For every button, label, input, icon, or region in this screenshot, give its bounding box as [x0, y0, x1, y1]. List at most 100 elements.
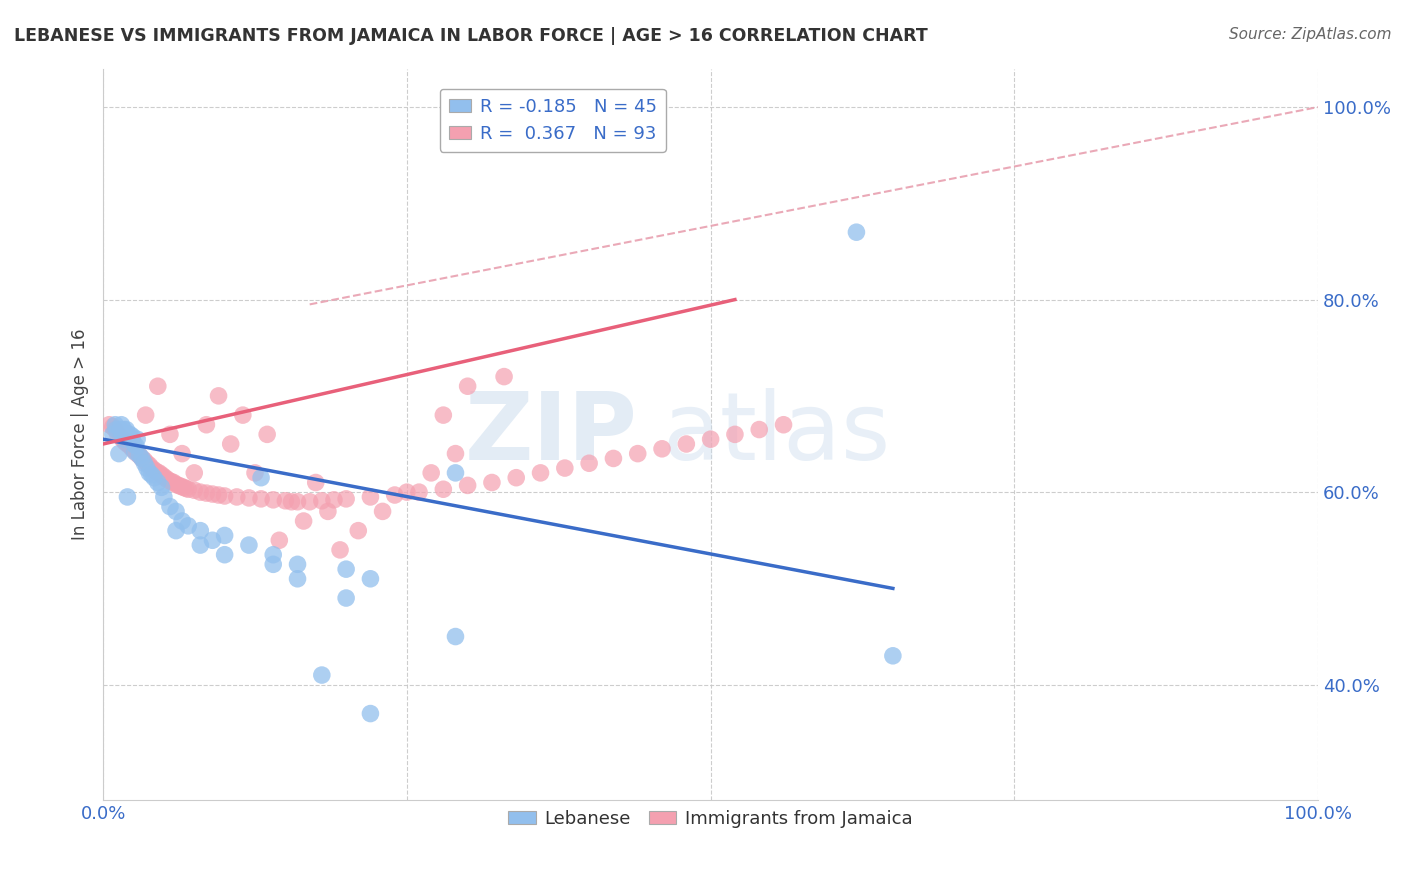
Point — [287, 558, 309, 572]
Point — [134, 456, 156, 470]
Point — [359, 706, 381, 721]
Point — [219, 437, 242, 451]
Point — [131, 451, 153, 466]
Legend: Lebanese, Immigrants from Jamaica: Lebanese, Immigrants from Jamaica — [502, 803, 920, 835]
Point — [311, 668, 333, 682]
Point — [162, 475, 184, 490]
Point — [150, 480, 173, 494]
Point — [111, 432, 134, 446]
Point — [214, 548, 236, 562]
Point — [159, 427, 181, 442]
Text: atlas: atlas — [662, 388, 890, 481]
Point — [316, 504, 339, 518]
Point — [105, 423, 128, 437]
Text: ZIP: ZIP — [465, 388, 638, 481]
Point — [135, 408, 157, 422]
Point — [117, 490, 139, 504]
Point — [335, 591, 357, 605]
Point — [724, 427, 747, 442]
Point — [138, 458, 160, 472]
Y-axis label: In Labor Force | Age > 16: In Labor Force | Age > 16 — [72, 328, 89, 541]
Point — [157, 474, 180, 488]
Point — [335, 491, 357, 506]
Point — [347, 524, 370, 538]
Point — [225, 490, 247, 504]
Point — [256, 427, 278, 442]
Point — [262, 548, 284, 562]
Point — [121, 429, 143, 443]
Point — [141, 461, 163, 475]
Point — [145, 465, 167, 479]
Point — [128, 449, 150, 463]
Point — [143, 463, 166, 477]
Point — [125, 439, 148, 453]
Point — [134, 453, 156, 467]
Point — [127, 447, 149, 461]
Point — [444, 630, 467, 644]
Point — [188, 524, 211, 538]
Point — [335, 562, 357, 576]
Point — [117, 427, 139, 442]
Point — [131, 451, 153, 466]
Point — [114, 435, 136, 450]
Point — [112, 423, 135, 437]
Point — [172, 480, 194, 494]
Point — [165, 524, 187, 538]
Point — [238, 491, 260, 505]
Point — [207, 488, 229, 502]
Point — [146, 475, 169, 490]
Point — [153, 490, 176, 504]
Point — [141, 467, 163, 482]
Point — [238, 538, 260, 552]
Point — [359, 572, 381, 586]
Point — [444, 447, 467, 461]
Point — [214, 528, 236, 542]
Point — [117, 437, 139, 451]
Point — [420, 466, 443, 480]
Point — [384, 488, 406, 502]
Point — [845, 225, 868, 239]
Point — [183, 483, 205, 498]
Point — [311, 493, 333, 508]
Point — [207, 389, 229, 403]
Point — [578, 456, 600, 470]
Point — [274, 493, 297, 508]
Point — [882, 648, 904, 663]
Point — [108, 447, 131, 461]
Point — [201, 533, 224, 548]
Point — [554, 461, 576, 475]
Point — [183, 466, 205, 480]
Point — [101, 427, 124, 442]
Point — [108, 423, 131, 437]
Point — [432, 408, 454, 422]
Point — [250, 471, 273, 485]
Point — [188, 485, 211, 500]
Point — [481, 475, 503, 490]
Point — [146, 379, 169, 393]
Point — [122, 437, 145, 451]
Point — [529, 466, 551, 480]
Point — [329, 542, 352, 557]
Point — [159, 500, 181, 514]
Point — [201, 487, 224, 501]
Point — [262, 558, 284, 572]
Point — [214, 489, 236, 503]
Point — [160, 475, 183, 489]
Point — [323, 492, 346, 507]
Point — [104, 417, 127, 432]
Point — [110, 417, 132, 432]
Point — [444, 466, 467, 480]
Point — [148, 466, 170, 480]
Point — [371, 504, 394, 518]
Point — [287, 495, 309, 509]
Point — [280, 495, 302, 509]
Point — [457, 379, 479, 393]
Point — [135, 456, 157, 470]
Point — [638, 128, 661, 143]
Point — [262, 492, 284, 507]
Point — [602, 451, 624, 466]
Point — [699, 432, 721, 446]
Point — [172, 514, 194, 528]
Point — [675, 437, 697, 451]
Point — [432, 482, 454, 496]
